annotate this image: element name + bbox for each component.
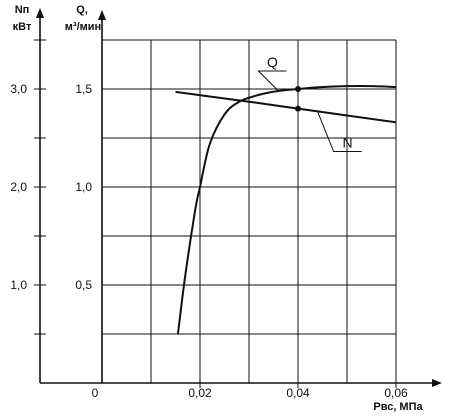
grid (102, 39, 397, 383)
series-label-q: Q (267, 54, 278, 70)
flow-axis-title-line1: Q, (76, 4, 88, 16)
flow-tick-label: 1,5 (75, 82, 92, 96)
x-axis-title: Pвс, МПа (373, 401, 423, 413)
marker-q (295, 86, 301, 92)
axes (36, 8, 442, 387)
power-tick-label: 1,0 (10, 278, 27, 292)
power-tick-label: 3,0 (10, 82, 27, 96)
leader-line-q (257, 70, 287, 92)
x-axis-arrow-icon (432, 379, 442, 387)
flow-axis-title-line2: м³/мин (65, 21, 101, 33)
leader-line-n (317, 111, 362, 153)
series: QN (175, 54, 397, 335)
series-line-n (175, 90, 397, 124)
power-tick-label: 2,0 (10, 180, 27, 194)
x-tick-label: 0,02 (188, 386, 212, 400)
marker-n (295, 105, 301, 112)
x-tick-label: 0 (92, 386, 99, 400)
ticks: 0 0,02 0,04 0,06 1,0 2,0 3,0 0,5 1,0 1,5 (10, 39, 408, 400)
flow-tick-label: 1,0 (75, 180, 92, 194)
y-axis-flow-arrow-icon (98, 10, 106, 20)
y-axis-power-arrow-icon (36, 8, 44, 18)
power-axis-title-line1: Nп (15, 4, 30, 16)
x-tick-label: 0,04 (286, 386, 310, 400)
x-tick-label: 0,06 (384, 386, 408, 400)
power-axis-title-line2: кВт (13, 21, 32, 33)
series-label-n: N (343, 135, 353, 151)
flow-tick-label: 0,5 (75, 278, 92, 292)
series-line-q (176, 84, 397, 335)
labels: Nп кВт Q, м³/мин Pвс, МПа (13, 4, 424, 413)
